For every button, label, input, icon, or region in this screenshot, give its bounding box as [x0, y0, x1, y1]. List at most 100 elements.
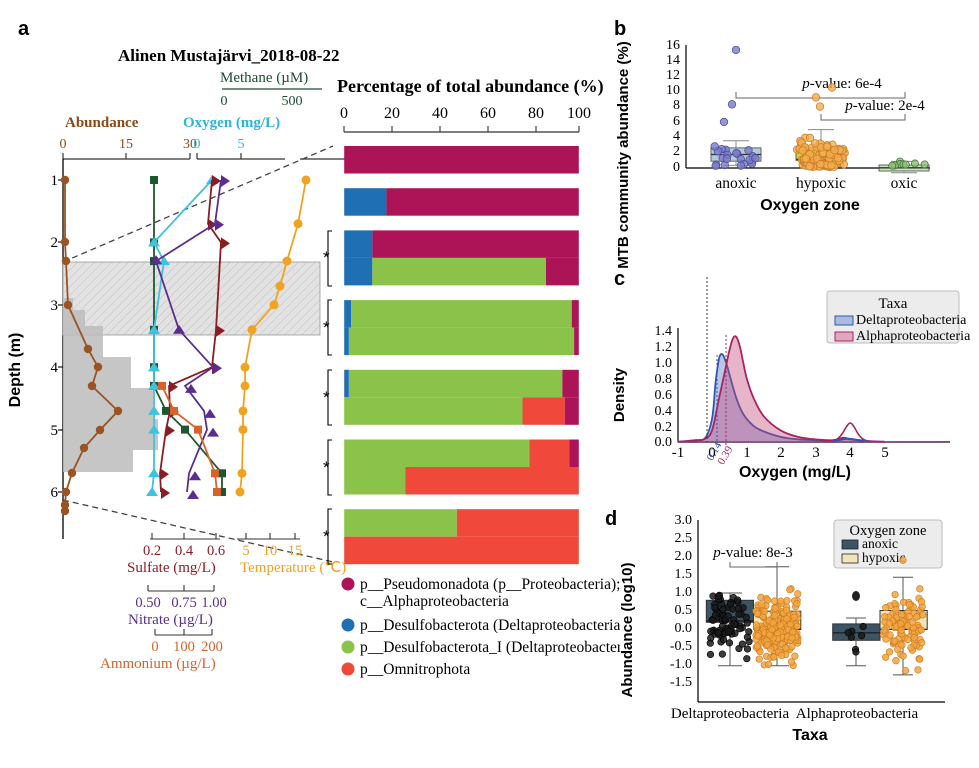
svg-text:*: *: [323, 318, 330, 337]
svg-text:Oxygen zone: Oxygen zone: [760, 197, 860, 214]
svg-text:4: 4: [846, 445, 854, 461]
svg-text:0: 0: [673, 160, 680, 175]
svg-text:10: 10: [263, 543, 278, 559]
svg-text:0.4: 0.4: [655, 404, 673, 419]
svg-text:5: 5: [238, 137, 245, 152]
svg-text:60: 60: [480, 105, 496, 122]
svg-text:15: 15: [288, 543, 303, 559]
svg-text:0.5: 0.5: [675, 603, 693, 618]
svg-text:hypoxic: hypoxic: [796, 175, 846, 192]
svg-text:14: 14: [666, 53, 680, 68]
svg-text:0.6: 0.6: [207, 543, 225, 559]
svg-text:Abundance: Abundance: [65, 115, 139, 131]
svg-text:6: 6: [51, 485, 59, 501]
svg-text:Alphaproteobacteria: Alphaproteobacteria: [856, 329, 971, 344]
svg-text:Ammonium (µg/L): Ammonium (µg/L): [100, 656, 216, 672]
svg-text:1.2: 1.2: [655, 340, 673, 355]
svg-text:p-value: 8e-3: p-value: 8e-3: [712, 545, 793, 561]
svg-text:-1: -1: [672, 445, 685, 461]
svg-text:Temperature (℃): Temperature (℃): [240, 560, 346, 576]
svg-text:p-value: 6e-4: p-value: 6e-4: [801, 76, 882, 92]
svg-text:p__Omnitrophota: p__Omnitrophota: [360, 661, 470, 678]
svg-text:Taxa: Taxa: [792, 727, 827, 744]
svg-text:*: *: [323, 458, 330, 477]
svg-text:20: 20: [384, 105, 400, 122]
svg-text:Oxygen (mg/L): Oxygen (mg/L): [183, 115, 280, 131]
svg-text:1.00: 1.00: [201, 595, 226, 611]
svg-text:0.75: 0.75: [171, 595, 196, 611]
svg-text:MTB community abundance (%): MTB community abundance (%): [615, 41, 632, 269]
svg-text:c__Alphaproteobacteria: c__Alphaproteobacteria: [360, 593, 509, 610]
svg-text:-0.5: -0.5: [670, 639, 692, 654]
svg-text:4: 4: [51, 360, 59, 376]
svg-text:500: 500: [282, 94, 303, 109]
svg-text:Abundance (log10): Abundance (log10): [619, 562, 636, 697]
svg-text:Deltaproteobacteria: Deltaproteobacteria: [671, 706, 790, 722]
svg-text:3.0: 3.0: [675, 513, 693, 528]
svg-text:0: 0: [60, 137, 67, 152]
svg-text:0.8: 0.8: [655, 372, 673, 387]
svg-text:0.4: 0.4: [175, 543, 194, 559]
svg-text:5: 5: [51, 423, 59, 439]
svg-text:80: 80: [528, 105, 544, 122]
svg-text:0.0: 0.0: [675, 621, 693, 636]
svg-text:0.50: 0.50: [135, 595, 160, 611]
svg-text:40: 40: [432, 105, 448, 122]
svg-text:0: 0: [194, 137, 201, 152]
svg-text:3: 3: [51, 298, 59, 314]
svg-text:10: 10: [666, 83, 680, 98]
svg-text:anoxic: anoxic: [715, 175, 756, 192]
svg-text:Depth (m): Depth (m): [7, 333, 24, 408]
svg-text:4: 4: [673, 129, 680, 144]
svg-text:1.4: 1.4: [655, 324, 673, 339]
svg-text:0: 0: [221, 94, 228, 109]
svg-text:-1.0: -1.0: [670, 657, 692, 672]
svg-text:100: 100: [567, 105, 591, 122]
svg-text:Alphaproteobacteria: Alphaproteobacteria: [796, 706, 919, 722]
svg-text:p__Desulfobacterota_I (Deltapr: p__Desulfobacterota_I (Deltaproteobacter…: [360, 639, 620, 656]
svg-text:2.5: 2.5: [675, 531, 693, 546]
svg-text:100: 100: [173, 639, 195, 655]
svg-text:Oxygen (mg/L): Oxygen (mg/L): [739, 464, 851, 481]
svg-text:Taxa: Taxa: [879, 296, 908, 312]
svg-text:200: 200: [201, 639, 223, 655]
svg-text:1.0: 1.0: [655, 356, 673, 371]
svg-text:0.2: 0.2: [143, 543, 161, 559]
svg-text:Methane (µM): Methane (µM): [220, 70, 308, 86]
svg-text:3: 3: [812, 445, 820, 461]
svg-text:p-value: 2e-4: p-value: 2e-4: [844, 98, 925, 114]
svg-text:anoxic: anoxic: [862, 536, 898, 551]
svg-text:p__Desulfobacterota (Deltaprot: p__Desulfobacterota (Deltaproteobacteria…: [360, 617, 620, 634]
svg-text:0.2: 0.2: [655, 420, 673, 435]
svg-text:15: 15: [119, 137, 133, 152]
svg-text:Density: Density: [611, 367, 628, 422]
svg-text:2: 2: [777, 445, 785, 461]
svg-text:2: 2: [51, 235, 59, 251]
svg-text:*: *: [323, 248, 330, 267]
svg-text:Percentage of total abundance: Percentage of total abundance (%): [337, 76, 604, 97]
svg-text:0: 0: [151, 639, 158, 655]
svg-text:1: 1: [743, 445, 751, 461]
svg-text:-1.5: -1.5: [670, 675, 692, 690]
svg-text:Deltaproteobacteria: Deltaproteobacteria: [856, 313, 967, 328]
svg-text:hypoxic: hypoxic: [862, 550, 906, 565]
svg-text:16: 16: [666, 38, 680, 53]
svg-text:0.0: 0.0: [655, 435, 673, 450]
svg-text:0: 0: [340, 105, 348, 122]
svg-text:5: 5: [881, 445, 889, 461]
svg-text:*: *: [323, 527, 330, 546]
svg-text:2: 2: [673, 144, 680, 159]
svg-text:1: 1: [51, 173, 59, 189]
svg-text:Sulfate (mg/L): Sulfate (mg/L): [127, 560, 216, 576]
svg-text:8: 8: [673, 98, 680, 113]
svg-text:p__Pseudomonadota (p__Proteoba: p__Pseudomonadota (p__Proteobacteria);: [360, 576, 620, 593]
svg-text:5: 5: [242, 543, 249, 559]
svg-text:12: 12: [666, 68, 680, 83]
svg-text:1.0: 1.0: [675, 585, 693, 600]
svg-text:2.0: 2.0: [675, 549, 693, 564]
svg-text:Nitrate (µg/L): Nitrate (µg/L): [128, 612, 213, 628]
svg-text:oxic: oxic: [891, 175, 918, 192]
svg-text:1.5: 1.5: [675, 567, 693, 582]
svg-text:0.6: 0.6: [655, 388, 673, 403]
svg-text:*: *: [323, 388, 330, 407]
